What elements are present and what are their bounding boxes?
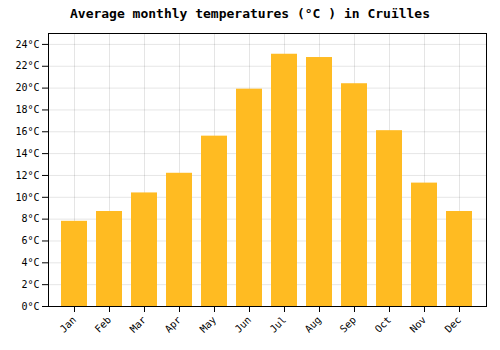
svg-text:20°C: 20°C — [15, 82, 39, 93]
svg-text:Oct: Oct — [373, 314, 394, 335]
svg-text:Jun: Jun — [233, 314, 254, 335]
html-text:Average monthly temperatures (: Average monthly temperatures (°C ) in Cr… — [70, 6, 430, 21]
svg-text:16°C: 16°C — [15, 126, 39, 137]
svg-text:4°C: 4°C — [21, 257, 39, 268]
svg-text:6°C: 6°C — [21, 235, 39, 246]
svg-text:Jan: Jan — [58, 314, 79, 335]
svg-text:Dec: Dec — [443, 314, 464, 335]
svg-text:22°C: 22°C — [15, 60, 39, 71]
svg-text:Feb: Feb — [93, 314, 114, 335]
svg-text:12°C: 12°C — [15, 170, 39, 181]
svg-text:Apr: Apr — [163, 314, 184, 335]
svg-text:24°C: 24°C — [15, 39, 39, 50]
svg-text:8°C: 8°C — [21, 213, 39, 224]
svg-text:0°C: 0°C — [21, 301, 39, 312]
svg-text:Nov: Nov — [408, 314, 429, 335]
svg-text:Aug: Aug — [303, 314, 324, 335]
svg-text:10°C: 10°C — [15, 192, 39, 203]
svg-text:2°C: 2°C — [21, 279, 39, 290]
svg-text:14°C: 14°C — [15, 148, 39, 159]
svg-text:Mar: Mar — [128, 314, 149, 335]
svg-text:18°C: 18°C — [15, 104, 39, 115]
svg-text:Jul: Jul — [268, 314, 289, 335]
svg-text:May: May — [198, 314, 219, 335]
svg-text:Sep: Sep — [338, 314, 359, 335]
